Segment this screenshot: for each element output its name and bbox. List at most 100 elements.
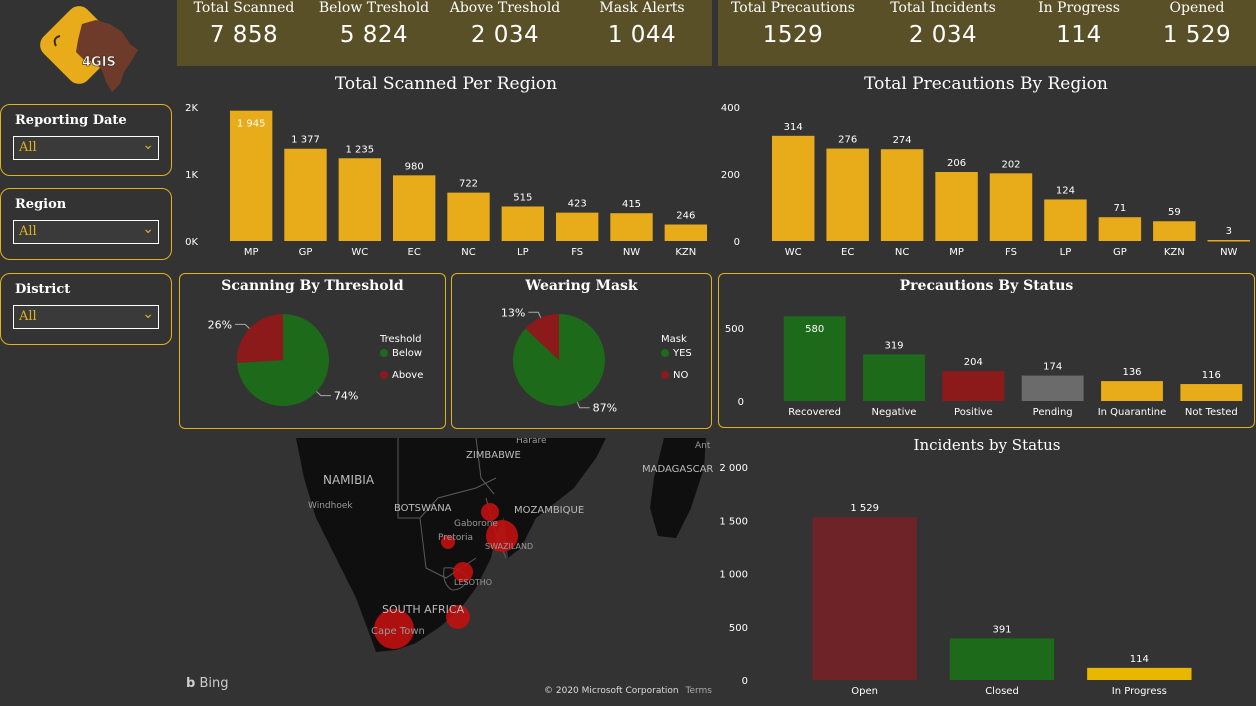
legend-marker — [661, 371, 669, 379]
chart-precautions-by-region: 0 200 400 314 WC 276 EC 274 NC 206 MP 202 FS 124 LP 71 G… — [721, 103, 1251, 258]
data-label: 276 — [838, 135, 857, 146]
slicer-district: District All ⌄ — [0, 273, 172, 345]
dropdown-value: All — [19, 224, 37, 239]
kpi-label: Total Incidents — [890, 0, 996, 16]
map[interactable]: NAMIBIA ZIMBABWE Harare BOTSWANA MOZAMBI… — [176, 438, 714, 706]
x-tick-label: FS — [1005, 247, 1017, 258]
logo: 4GIS — [30, 2, 145, 97]
y-tick-label: 1 500 — [719, 516, 748, 527]
x-tick-label: NC — [461, 247, 475, 258]
kpi-value: 2 034 — [470, 22, 540, 48]
pie-slice — [237, 314, 329, 406]
map-label-antananarivo: Ant — [695, 441, 711, 451]
pie-leader-line — [235, 323, 250, 329]
chart-title-precautions-status: Precautions By Status — [899, 278, 1074, 294]
pie-leader-line — [576, 402, 590, 409]
region-dropdown[interactable]: All ⌄ — [13, 220, 159, 244]
bar — [863, 354, 925, 401]
legend-title: Mask — [661, 334, 687, 345]
bar — [826, 148, 869, 241]
kpi-value: 1529 — [762, 22, 824, 48]
chart-title-wearing-mask: Wearing Mask — [525, 278, 638, 294]
x-tick-label: In Progress — [1112, 686, 1167, 697]
bar — [1101, 381, 1163, 401]
bar — [812, 517, 917, 680]
logo-graphic: 4GIS — [40, 6, 138, 92]
slicer-label: Region — [15, 197, 67, 212]
data-label: 59 — [1168, 207, 1181, 218]
bar — [783, 316, 846, 401]
bar — [1180, 384, 1243, 401]
y-tick-label: 500 — [729, 623, 748, 634]
chevron-down-icon: ⌄ — [142, 137, 154, 153]
y-tick-label: 0 — [738, 397, 744, 408]
kpi-mask-alerts: Mask Alerts 1 044 — [577, 0, 707, 48]
map-label-madagascar: MADAGASCAR — [642, 464, 713, 475]
kpi-below-treshold: Below Treshold 5 824 — [309, 0, 439, 48]
data-label: 274 — [893, 135, 912, 146]
map-label-namibia: NAMIBIA — [323, 473, 375, 487]
data-label: 174 — [1043, 362, 1062, 373]
dropdown-value: All — [19, 140, 37, 155]
bar — [338, 158, 382, 241]
bar — [989, 173, 1033, 241]
pie-slice — [237, 314, 283, 363]
reporting-date-dropdown[interactable]: All ⌄ — [13, 136, 159, 160]
pie-leader-line — [316, 391, 331, 397]
pie-wearing-mask: 87% 13% Mask YES NO — [501, 306, 692, 414]
kpi-label: Mask Alerts — [599, 0, 685, 16]
data-label: 391 — [992, 624, 1011, 635]
kpi-label: Above Treshold — [449, 0, 561, 16]
map-graphic: NAMIBIA ZIMBABWE Harare BOTSWANA MOZAMBI… — [176, 438, 714, 706]
x-tick-label: MP — [949, 247, 964, 258]
x-tick-label: FS — [571, 247, 583, 258]
x-tick-label: GP — [1113, 247, 1127, 258]
x-tick-label: WC — [351, 247, 368, 258]
kpi-value: 2 034 — [908, 22, 978, 48]
data-label: 1 945 — [237, 119, 266, 130]
data-label: 980 — [405, 161, 424, 172]
y-tick-label: 0K — [185, 237, 198, 248]
map-label-lesotho: LESOTHO — [454, 578, 492, 587]
bar — [771, 135, 815, 241]
data-label: 204 — [964, 357, 983, 368]
data-label: 124 — [1056, 185, 1075, 196]
pie-data-label: 74% — [334, 390, 358, 403]
kpi-value: 5 824 — [339, 22, 409, 48]
bar — [935, 171, 978, 241]
pie-slice — [525, 314, 559, 360]
kpi-label: In Progress — [1038, 0, 1120, 16]
bar — [1021, 375, 1084, 401]
bar — [1098, 217, 1142, 241]
bar — [880, 149, 924, 241]
chevron-down-icon: ⌄ — [142, 306, 154, 322]
x-tick-label: Recovered — [788, 407, 841, 418]
terms-link[interactable]: Terms — [685, 686, 712, 696]
pie-scanning-threshold: 74% 26% Treshold Below Above — [208, 314, 423, 406]
data-label: 319 — [884, 340, 903, 351]
bar — [1087, 667, 1192, 680]
district-dropdown[interactable]: All ⌄ — [13, 305, 159, 329]
chart-title-precautions-by-region: Total Precautions By Region — [864, 74, 1108, 94]
y-tick-label: 0 — [734, 237, 740, 248]
data-label: 423 — [568, 199, 587, 210]
legend-title: Treshold — [379, 334, 421, 345]
bar — [1044, 199, 1087, 241]
bar — [392, 175, 436, 241]
y-tick-label: 400 — [721, 103, 740, 114]
kpi-total-precautions: Total Precautions 1529 — [728, 0, 858, 48]
slicer-label: District — [15, 282, 71, 297]
bar — [942, 371, 1005, 401]
x-tick-label: NW — [1220, 247, 1237, 258]
x-tick-label: KZN — [675, 247, 696, 258]
data-label: 206 — [947, 158, 966, 169]
x-tick-label: EC — [841, 247, 854, 258]
map-label-mozambique: MOZAMBIQUE — [514, 505, 584, 516]
kpi-value: 1 044 — [607, 22, 677, 48]
data-label: 1 235 — [346, 144, 375, 155]
x-tick-label: LP — [1060, 247, 1072, 258]
map-label-gaborone: Gaborone — [454, 519, 498, 529]
map-label-cape-town: Cape Town — [371, 626, 425, 637]
bar — [664, 224, 708, 241]
bar — [610, 213, 653, 241]
